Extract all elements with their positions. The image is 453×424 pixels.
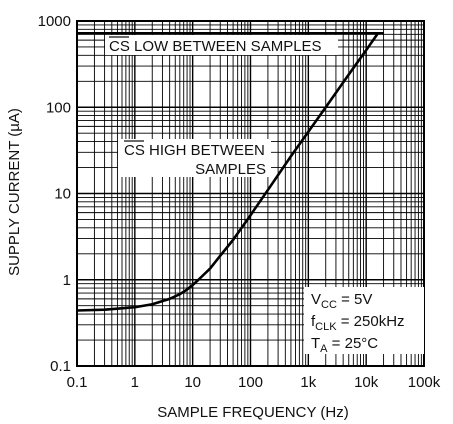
x-axis-title: SAMPLE FREQUENCY (Hz) [157, 404, 348, 421]
conditions-bg [304, 287, 424, 354]
y-tick-label: 10 [54, 186, 71, 203]
x-tick-label: 1 [131, 374, 139, 391]
cs-low-label: CS LOW BETWEEN SAMPLES [109, 38, 322, 55]
y-tick-label: 1000 [38, 13, 71, 30]
x-tick-label: 0.1 [67, 374, 88, 391]
plot-frame [76, 20, 425, 367]
series-layer [76, 32, 384, 312]
x-tick-label: 1k [300, 374, 316, 391]
cs-high-label-line1: CS HIGH BETWEEN [124, 142, 265, 159]
condition-vcc: VCC = 5V [311, 291, 372, 311]
y-tick-label: 100 [46, 99, 71, 116]
x-tick-label: 10 [184, 374, 201, 391]
cs-high-label-bg [118, 139, 271, 177]
condition-fclk: fCLK = 250kHz [311, 313, 405, 333]
y-tick-label: 0.1 [50, 358, 71, 375]
cs-high-label-line2: SAMPLES [195, 161, 266, 178]
x-tick-label: 100 [238, 374, 263, 391]
condition-ta: TA = 25°C [311, 335, 378, 355]
x-tick-label: 100k [408, 374, 441, 391]
y-axis-title: SUPPLY CURRENT (µA) [6, 108, 23, 276]
x-tick-label: 10k [354, 374, 379, 391]
cs-low-label-bg [105, 35, 338, 55]
tick-labels: 0.1 1 10 100 1k 10k 100k 0.1 1 10 100 1000 [38, 13, 441, 391]
y-tick-label: 1 [63, 272, 71, 289]
series-line-cs-high [76, 32, 380, 312]
